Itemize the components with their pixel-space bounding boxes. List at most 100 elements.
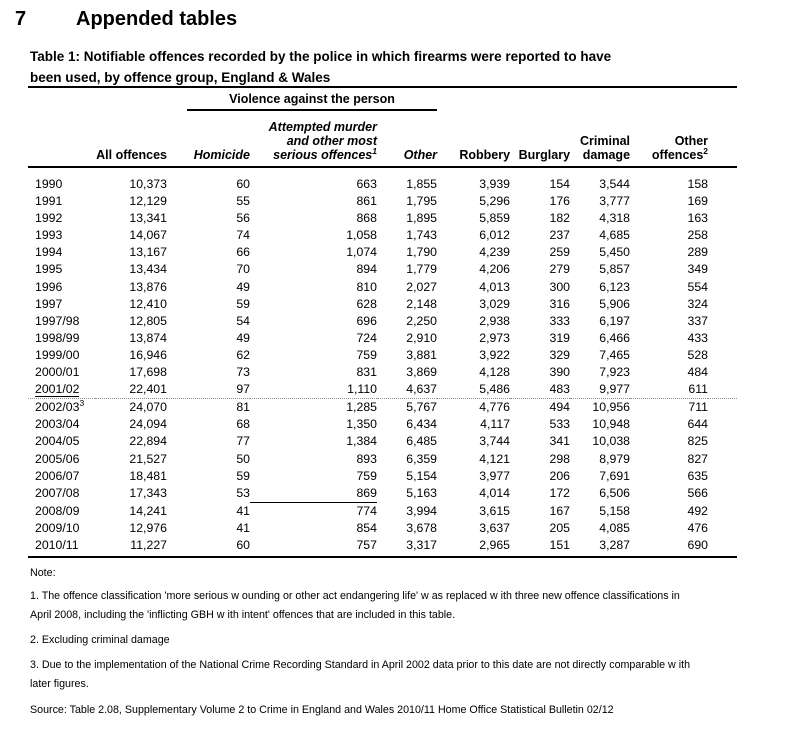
source-line: Source: Table 2.08, Supplementary Volume… bbox=[30, 704, 614, 716]
cell-other-violence: 3,317 bbox=[377, 536, 438, 559]
table-body: 1990 10,373 60 663 1,855 3,939 154 3,544 158 1991… bbox=[28, 167, 738, 559]
cell-homicide: 74 bbox=[236, 228, 250, 243]
row-year: 1990 bbox=[35, 177, 63, 191]
row-year: 1998/99 bbox=[35, 330, 80, 345]
row-year: 2010/11 bbox=[28, 536, 95, 559]
cell-criminal-damage: 5,906 bbox=[599, 296, 631, 311]
cell-other-offences: 611 bbox=[630, 381, 709, 400]
cell-all-offences: 17,343 bbox=[129, 485, 167, 500]
col-header-all-offences: All offences bbox=[95, 111, 167, 168]
cell-criminal-damage: 10,948 bbox=[592, 417, 631, 432]
row-year: 1997 bbox=[35, 296, 63, 311]
cell-attempted-murder: 628 bbox=[356, 296, 377, 311]
cell-robbery: 4,776 bbox=[479, 400, 511, 415]
cell-homicide: 41 bbox=[236, 503, 250, 518]
cell-robbery: 5,859 bbox=[479, 211, 511, 226]
cell-other-violence: 1,790 bbox=[406, 245, 438, 260]
cell-other-offences: 476 bbox=[687, 520, 709, 535]
cell-attempted-murder: 759 bbox=[356, 347, 377, 362]
cell-criminal-damage: 5,158 bbox=[599, 503, 631, 518]
table-row: 1990 10,373 60 663 1,855 3,939 154 3,544 158 bbox=[28, 167, 737, 193]
cell-burglary: 167 bbox=[549, 503, 571, 518]
row-year: 2009/10 bbox=[35, 520, 80, 535]
cell-burglary: 329 bbox=[549, 347, 571, 362]
cell-all-offences: 21,527 bbox=[129, 451, 167, 466]
cell-other-offences: 433 bbox=[687, 330, 709, 345]
cell-attempted-murder: 696 bbox=[356, 313, 377, 328]
cell-attempted-murder: 861 bbox=[356, 194, 377, 209]
cell-robbery: 3,939 bbox=[479, 177, 511, 191]
cell-criminal-damage: 6,197 bbox=[599, 313, 631, 328]
cell-burglary: 533 bbox=[549, 417, 571, 432]
table-row: 1999/00 16,946 62 759 3,881 3,922 329 7,465 528 bbox=[28, 347, 737, 364]
col-header-criminal-damage: Criminal damage bbox=[570, 111, 631, 168]
table-title-line2: been used, by offence group, England & W… bbox=[30, 70, 331, 85]
cell-burglary: 390 bbox=[549, 365, 571, 380]
notes-label: Note: bbox=[30, 567, 56, 579]
table-row: 1995 13,434 70 894 1,779 4,206 279 5,857 349 bbox=[28, 261, 737, 278]
cell-criminal-damage: 6,506 bbox=[599, 485, 631, 500]
table-row: 2004/05 22,894 77 1,384 6,485 3,744 341 10,038 8… bbox=[28, 433, 737, 450]
cell-homicide: 41 bbox=[236, 520, 250, 535]
table-row: 2000/01 17,698 73 831 3,869 4,128 390 7,923 484 bbox=[28, 364, 737, 381]
cell-attempted-murder: 868 bbox=[356, 211, 377, 226]
cell-other-offences: 554 bbox=[687, 279, 709, 294]
cell-robbery: 2,965 bbox=[437, 536, 511, 559]
row-year: 2003/04 bbox=[35, 417, 80, 432]
table-row: 2008/09 14,241 41 774 3,994 3,615 167 5,158 492 bbox=[28, 502, 737, 520]
cell-burglary: 316 bbox=[549, 296, 571, 311]
cell-other-violence: 5,767 bbox=[406, 400, 438, 415]
cell-robbery: 3,977 bbox=[479, 468, 511, 483]
cell-criminal-damage: 4,318 bbox=[599, 211, 631, 226]
table-row: 1992 13,341 56 868 1,895 5,859 182 4,318 163 bbox=[28, 210, 737, 227]
cell-attempted-murder: 894 bbox=[356, 262, 377, 277]
cell-other-offences: 169 bbox=[687, 194, 709, 209]
table-row: 1991 12,129 55 861 1,795 5,296 176 3,777 169 bbox=[28, 193, 737, 210]
cell-attempted-murder: 759 bbox=[356, 468, 377, 483]
row-year: 1991 bbox=[35, 194, 63, 209]
cell-other-offences: 635 bbox=[687, 468, 709, 483]
cell-all-offences: 12,976 bbox=[129, 520, 167, 535]
cell-other-offences: 324 bbox=[687, 296, 709, 311]
cell-burglary: 151 bbox=[510, 536, 571, 559]
cell-all-offences: 12,129 bbox=[129, 194, 167, 209]
cell-criminal-damage: 10,956 bbox=[592, 400, 631, 415]
cell-criminal-damage: 3,777 bbox=[599, 194, 631, 209]
cell-other-violence: 2,910 bbox=[406, 330, 438, 345]
col-header-attempted-murder: Attempted murder and other most serious … bbox=[250, 111, 377, 168]
group-header-label: Violence against the person bbox=[187, 92, 438, 111]
table-row: 2003/04 24,094 68 1,350 6,434 4,117 533 10,948 6… bbox=[28, 416, 737, 433]
cell-other-offences: 825 bbox=[687, 434, 709, 449]
note-item: 3. Due to the implementation of the Nati… bbox=[30, 659, 691, 690]
table-row: 2010/11 11,227 60 757 3,317 2,965 151 3,287 690 bbox=[28, 536, 738, 559]
cell-robbery: 3,744 bbox=[479, 434, 511, 449]
cell-homicide: 54 bbox=[236, 313, 250, 328]
group-header-row: Violence against the person bbox=[28, 87, 737, 111]
cell-criminal-damage: 10,038 bbox=[592, 434, 631, 449]
col-header-year bbox=[28, 111, 95, 168]
table-row: 2006/07 18,481 59 759 5,154 3,977 206 7,691 635 bbox=[28, 468, 737, 485]
table-row: 2007/08 17,343 53 869 5,163 4,014 172 6,506 566 bbox=[28, 484, 737, 503]
col-header-homicide: Homicide bbox=[167, 111, 250, 168]
cell-other-violence: 1,795 bbox=[406, 194, 438, 209]
cell-burglary: 494 bbox=[549, 400, 571, 415]
cell-attempted-murder: 1,384 bbox=[346, 434, 377, 449]
cell-other-offences: 158 bbox=[687, 177, 709, 191]
cell-other-offences: 528 bbox=[687, 347, 709, 362]
cell-criminal-damage: 7,923 bbox=[599, 365, 631, 380]
cell-other-offences: 337 bbox=[687, 313, 709, 328]
footnote-marker-1: 1 bbox=[372, 145, 377, 156]
cell-criminal-damage: 5,450 bbox=[599, 245, 631, 260]
cell-robbery: 2,938 bbox=[479, 313, 511, 328]
cell-criminal-damage: 5,857 bbox=[599, 262, 631, 277]
cell-criminal-damage: 4,085 bbox=[599, 520, 631, 535]
row-year: 2002/033 bbox=[35, 398, 85, 415]
cell-other-violence: 3,869 bbox=[406, 365, 438, 380]
cell-all-offences: 13,434 bbox=[129, 262, 167, 277]
cell-attempted-murder: 810 bbox=[356, 279, 377, 294]
cell-other-violence: 5,154 bbox=[406, 468, 438, 483]
table-row: 2002/033 24,070 81 1,285 5,767 4,776 494 10,956… bbox=[28, 399, 737, 417]
cell-attempted-murder: 1,350 bbox=[346, 417, 377, 432]
cell-homicide: 97 bbox=[167, 381, 250, 400]
group-header-violence: Violence against the person bbox=[167, 87, 438, 111]
